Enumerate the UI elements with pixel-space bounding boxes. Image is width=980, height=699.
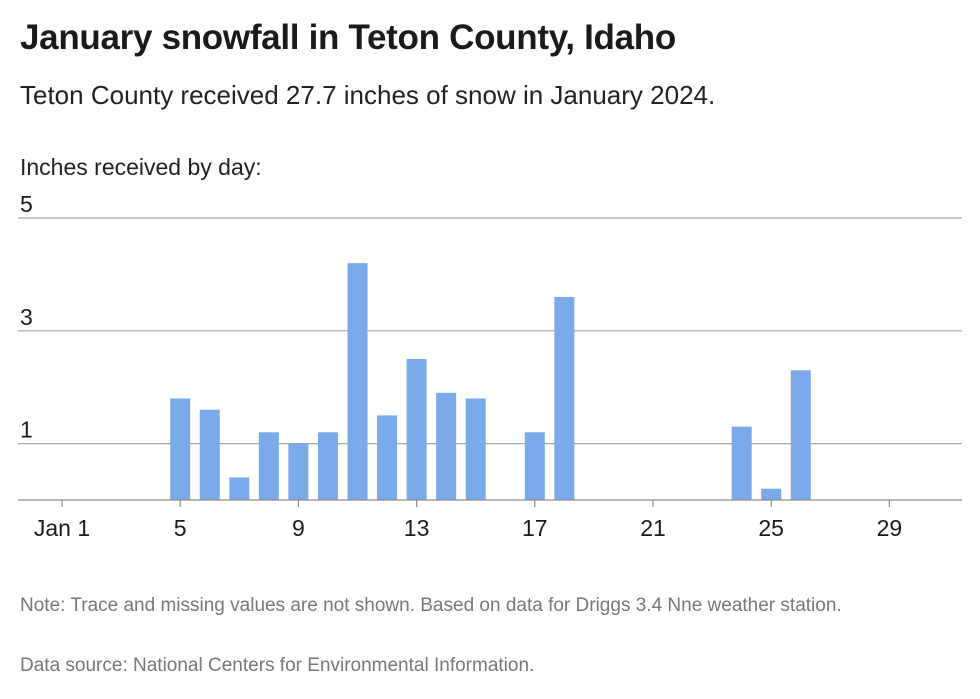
bar (170, 398, 191, 500)
chart-note: Note: Trace and missing values are not s… (20, 595, 842, 616)
bar (288, 443, 309, 500)
bar (317, 432, 338, 500)
bar (790, 370, 811, 500)
x-tick-label: 5 (174, 515, 187, 541)
chart-title: January snowfall in Teton County, Idaho (20, 18, 676, 57)
bar (406, 359, 427, 500)
y-tick-label: 3 (20, 304, 33, 330)
y-tick-label: 5 (20, 191, 33, 217)
x-tick-label: 21 (640, 515, 666, 541)
data-source: Data source: National Centers for Enviro… (20, 655, 535, 676)
bar (377, 415, 398, 500)
bar (199, 409, 220, 500)
y-axis-label: Inches received by day: (20, 154, 262, 180)
x-tick-label: 13 (404, 515, 430, 541)
x-tick-label: 9 (292, 515, 305, 541)
x-tick-label: Jan 1 (34, 515, 90, 541)
bar (436, 392, 457, 500)
bar (347, 263, 368, 500)
chart-subtitle: Teton County received 27.7 inches of sno… (20, 80, 716, 110)
bar (761, 488, 782, 500)
bar (524, 432, 545, 500)
bar (229, 477, 250, 500)
bar (465, 398, 486, 500)
y-tick-label: 1 (20, 417, 33, 443)
bar (731, 426, 752, 500)
x-tick-label: 25 (758, 515, 784, 541)
x-tick-label: 29 (877, 515, 903, 541)
bar (258, 432, 279, 500)
bar (554, 296, 575, 500)
x-tick-label: 17 (522, 515, 548, 541)
